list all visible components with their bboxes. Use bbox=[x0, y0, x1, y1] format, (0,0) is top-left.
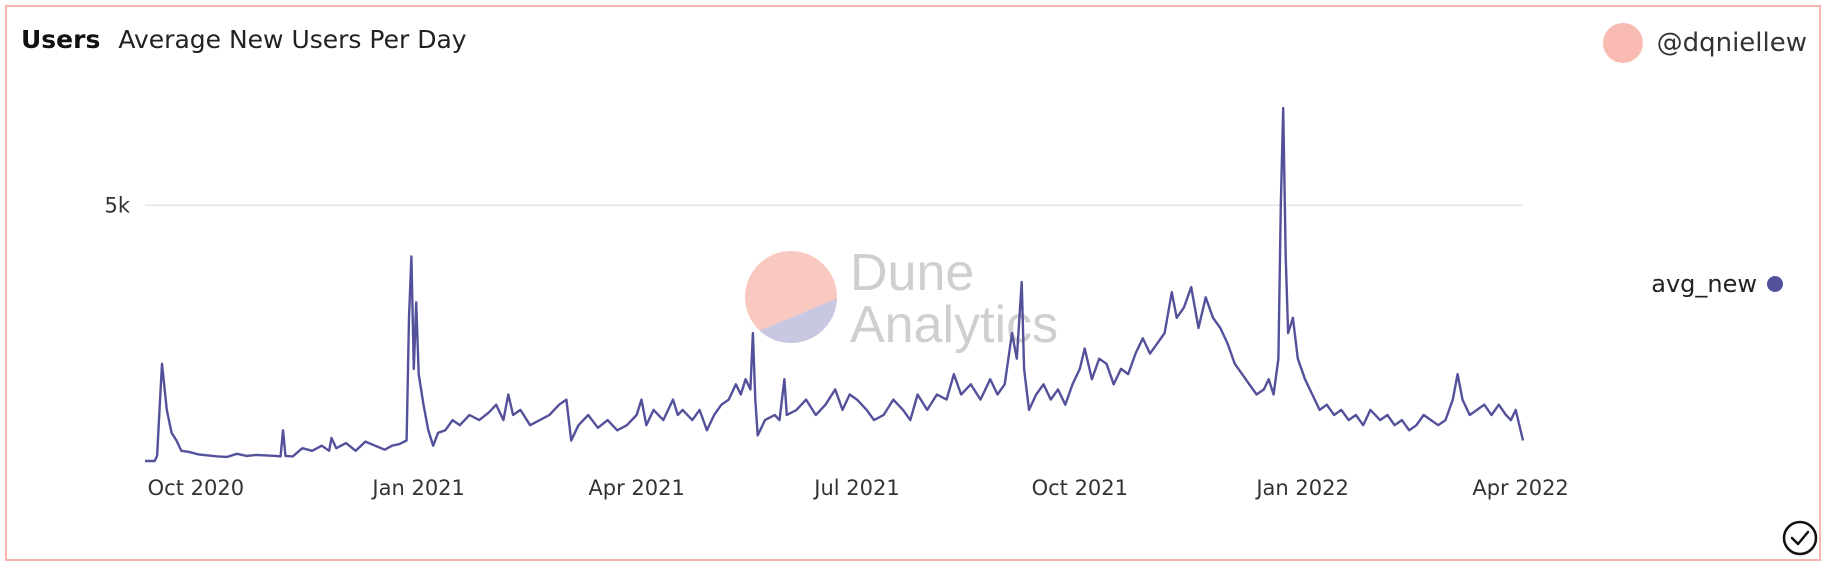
x-tick-label: Oct 2020 bbox=[148, 476, 244, 500]
y-tick-label: 5k bbox=[104, 193, 130, 217]
series-layer bbox=[145, 106, 1525, 463]
visualization-title: Average New Users Per Day bbox=[118, 25, 467, 54]
x-axis-ticks: Oct 2020 Jan 2021 Apr 2021 Jul 2021 Oct 2021… bbox=[148, 476, 1569, 500]
x-tick-label: Jan 2021 bbox=[370, 476, 465, 500]
dune-analytics-watermark: Dune Analytics bbox=[745, 244, 1058, 354]
author-avatar[interactable] bbox=[1602, 23, 1643, 63]
x-tick-label: Apr 2021 bbox=[588, 476, 684, 500]
author-username[interactable]: @dqniellew bbox=[1656, 28, 1807, 58]
watermark-text-dune: Dune bbox=[850, 244, 974, 302]
x-tick-label: Apr 2022 bbox=[1472, 476, 1568, 500]
x-tick-label: Oct 2021 bbox=[1032, 476, 1128, 500]
dune-logo-icon bbox=[745, 251, 837, 343]
x-tick-label: Jan 2022 bbox=[1254, 476, 1349, 500]
widget-header: Users Average New Users Per Day bbox=[21, 25, 467, 54]
checkmark-circle-icon[interactable] bbox=[1782, 520, 1818, 556]
query-name-link[interactable]: Users bbox=[21, 25, 101, 54]
watermark-text-analytics: Analytics bbox=[850, 296, 1058, 354]
dashboard-widget-card: Users Average New Users Per Day @dqniell… bbox=[5, 5, 1821, 561]
author-link[interactable]: @dqniellew bbox=[1602, 23, 1807, 63]
series-line-avg_new[interactable] bbox=[145, 106, 1525, 463]
legend[interactable]: avg_new bbox=[1651, 270, 1783, 298]
legend-label-avg_new[interactable]: avg_new bbox=[1651, 270, 1757, 298]
x-tick-label: Jul 2021 bbox=[812, 476, 899, 500]
legend-swatch-avg_new bbox=[1767, 276, 1783, 292]
y-axis-ticks: 5k bbox=[104, 193, 130, 217]
